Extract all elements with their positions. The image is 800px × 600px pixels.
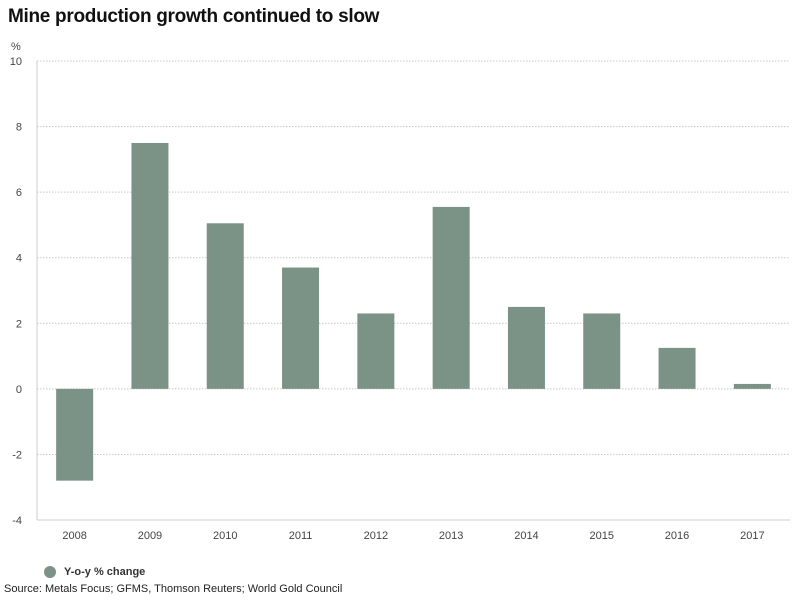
bar-2010 <box>206 223 244 389</box>
bar-2016 <box>658 347 696 389</box>
bar-chart: -4 -2 0 2 4 6 8 10 2008 2009 2010 2011 2012 2013 2014… <box>10 41 790 542</box>
y-tick-labels: -4 -2 0 2 4 6 8 10 <box>10 56 22 527</box>
bar-2015 <box>583 313 621 389</box>
bar-2012 <box>357 313 395 389</box>
x-tick-label: 2010 <box>213 530 237 542</box>
legend-label: Y-o-y % change <box>64 566 146 578</box>
source-note: Source: Metals Focus; GFMS, Thomson Reut… <box>4 583 343 595</box>
x-tick-label: 2015 <box>590 530 614 542</box>
x-tick-label: 2013 <box>439 530 463 542</box>
y-tick-label: 6 <box>16 187 22 199</box>
x-tick-label: 2012 <box>364 530 388 542</box>
bar-2013 <box>432 206 470 389</box>
x-tick-label: 2014 <box>514 530 538 542</box>
bar-2008 <box>56 388 94 481</box>
y-tick-label: -4 <box>12 515 22 527</box>
x-tick-label: 2008 <box>62 530 86 542</box>
bar-2009 <box>131 142 169 389</box>
y-tick-label: 0 <box>16 384 22 396</box>
y-axis-unit-label: % <box>11 41 21 53</box>
y-tick-label: 4 <box>16 253 22 265</box>
y-tick-label: 10 <box>10 56 22 68</box>
axes <box>36 61 790 521</box>
x-tick-labels: 2008 2009 2010 2011 2012 2013 2014 2015 2016 2017 <box>62 530 764 542</box>
bar-2011 <box>282 267 320 389</box>
y-tick-label: 2 <box>16 318 22 330</box>
bar-2014 <box>507 306 545 389</box>
y-tick-label: -2 <box>12 449 22 461</box>
x-tick-label: 2011 <box>289 530 313 542</box>
legend-swatch-icon <box>44 566 56 578</box>
gridlines <box>37 60 790 455</box>
bars <box>56 142 771 481</box>
x-tick-label: 2017 <box>740 530 764 542</box>
x-tick-label: 2009 <box>138 530 162 542</box>
legend: Y-o-y % change <box>44 566 145 578</box>
y-tick-label: 8 <box>16 122 22 134</box>
bar-2017 <box>733 383 771 389</box>
x-tick-label: 2016 <box>665 530 689 542</box>
chart-title: Mine production growth continued to slow <box>8 6 380 27</box>
